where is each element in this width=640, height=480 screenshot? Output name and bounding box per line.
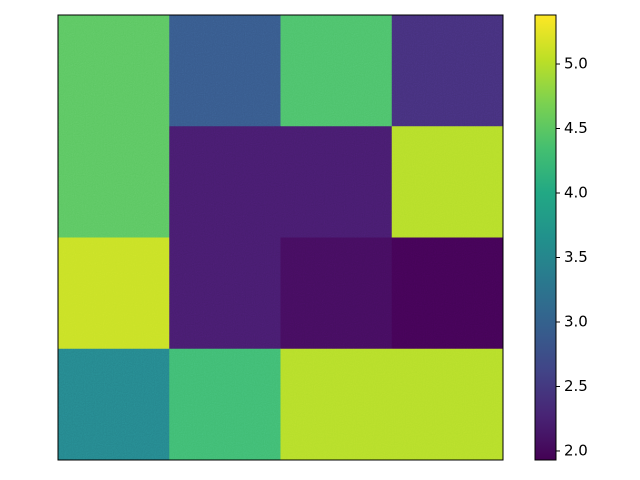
colorbar-tick-label: 4.5 xyxy=(564,119,588,137)
colorbar-tick-label: 3.5 xyxy=(564,248,588,266)
colorbar-tick-label: 2.5 xyxy=(564,377,588,395)
noise-texture xyxy=(58,15,503,460)
colorbar xyxy=(534,14,557,461)
plot-frame xyxy=(57,14,504,461)
colorbar-tick-label: 2.0 xyxy=(564,441,588,459)
colorbar-tick-label: 4.0 xyxy=(564,184,588,202)
colorbar-tick-label: 5.0 xyxy=(564,55,588,73)
colorbar-tick-label: 3.0 xyxy=(564,312,588,330)
